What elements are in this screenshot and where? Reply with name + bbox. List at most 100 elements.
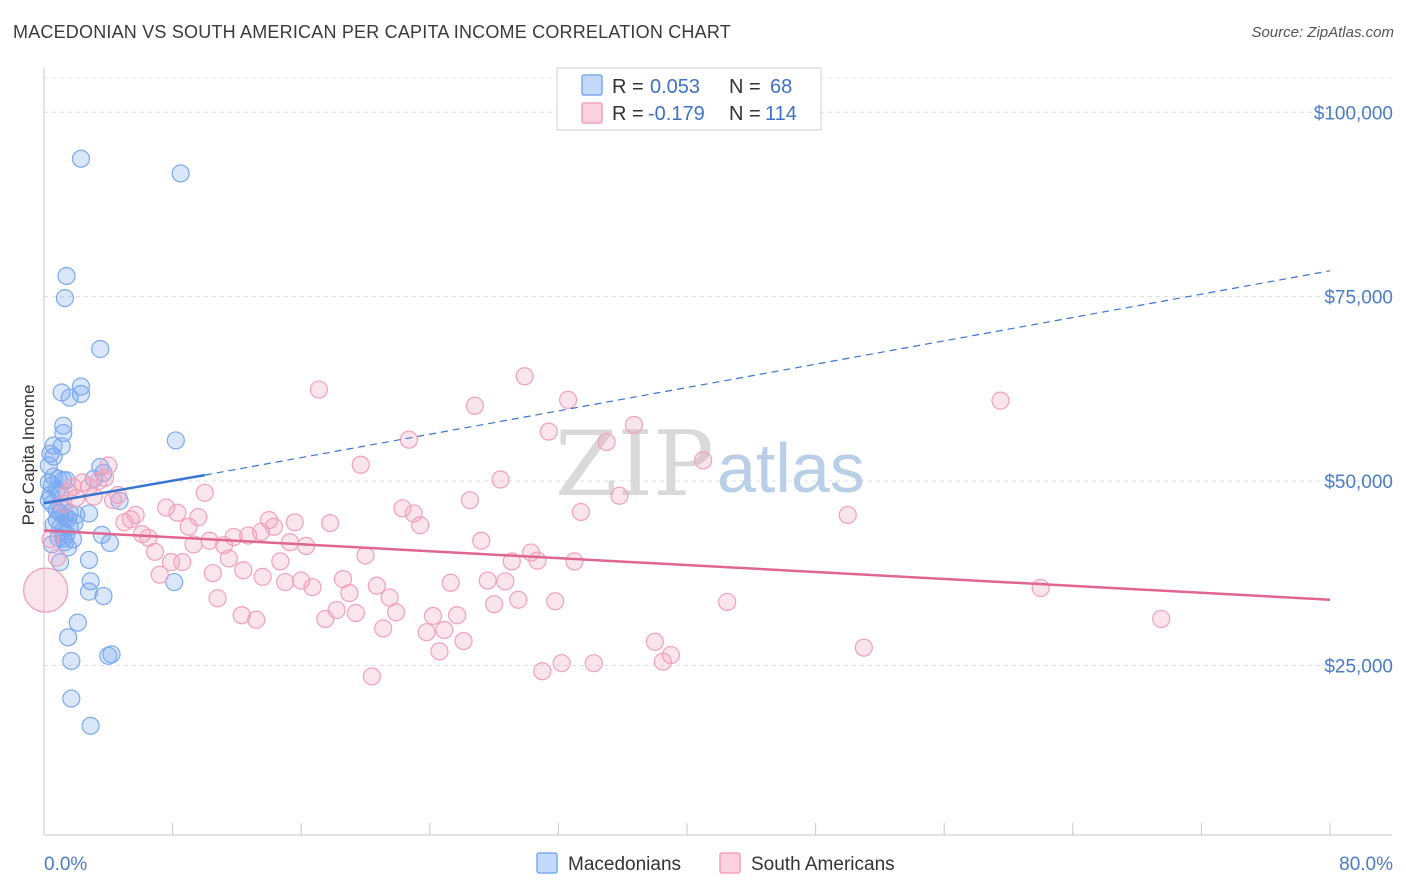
south-american-point-21 xyxy=(150,565,169,584)
legend-r-label-1: R = xyxy=(612,76,644,98)
south-american-point-70 xyxy=(423,606,443,626)
macedonian-point-8 xyxy=(60,388,79,407)
south-american-point-36 xyxy=(232,606,251,625)
watermark-atlas: atlas xyxy=(717,429,865,507)
south-american-point-24 xyxy=(168,503,187,522)
legend-r-value-2: -0.179 xyxy=(648,103,705,125)
south-american-point-44 xyxy=(271,552,290,571)
south-american-point-93 xyxy=(565,552,584,571)
south-american-point-65 xyxy=(393,499,412,518)
south-american-point-75 xyxy=(454,631,473,651)
south-american-point-41 xyxy=(253,567,272,586)
macedonian-point-54 xyxy=(59,538,78,557)
legend-n-label-2: N = xyxy=(729,103,761,125)
x-tick-label-1: 80.0% xyxy=(1339,854,1393,875)
south-american-point-57 xyxy=(346,603,365,623)
south-american-point-62 xyxy=(374,619,393,638)
south-american-point-88 xyxy=(533,662,552,681)
macedonian-trend-dashed xyxy=(204,270,1331,476)
legend-n-value-1: 68 xyxy=(770,76,792,98)
south-american-point-31 xyxy=(203,564,222,583)
south-american-point-28 xyxy=(189,508,208,527)
south-american-point-58 xyxy=(351,455,370,474)
south-american-point-26 xyxy=(179,517,198,536)
south-american-point-61 xyxy=(367,576,386,595)
south-american-point-48 xyxy=(292,571,311,590)
south-american-point-95 xyxy=(584,654,603,673)
legend-r-value-1: 0.053 xyxy=(650,76,700,98)
y-axis-label: Per Capita Income xyxy=(19,385,38,526)
south-american-point-107 xyxy=(1031,578,1050,598)
south-american-point-92 xyxy=(558,390,578,409)
macedonian-point-65 xyxy=(62,651,81,671)
watermark: ZIP atlas xyxy=(555,412,865,517)
south-american-point-12 xyxy=(99,456,118,475)
south-american-point-29 xyxy=(195,483,214,502)
macedonian-point-58 xyxy=(165,572,184,592)
south-american-point-72 xyxy=(435,620,454,640)
macedonian-point-60 xyxy=(94,586,113,606)
south-american-point-74 xyxy=(448,606,467,625)
south-american-point-0 xyxy=(23,567,69,613)
macedonian-point-66 xyxy=(62,689,81,708)
legend-n-label-1: N = xyxy=(729,76,761,98)
south-american-point-5 xyxy=(63,477,83,496)
macedonian-point-61 xyxy=(68,613,87,632)
macedonian-point-11 xyxy=(54,423,73,443)
macedonian-point-7 xyxy=(71,384,91,404)
south-american-point-60 xyxy=(362,667,382,686)
south-american-point-102 xyxy=(693,451,713,470)
bottom-legend-label-south-americans: South Americans xyxy=(751,854,895,875)
macedonian-point-55 xyxy=(79,550,99,570)
south-american-point-20 xyxy=(145,542,165,561)
legend-n-value-2: 114 xyxy=(765,103,797,125)
legend-top: R = 0.053 N = 68 R = -0.179 N = 114 xyxy=(556,67,822,131)
south-american-point-67 xyxy=(404,504,423,523)
data-points xyxy=(23,149,1171,735)
y-tick-label-0: $25,000 xyxy=(1324,656,1393,677)
legend-bottom: Macedonians South Americans xyxy=(536,852,895,875)
legend-swatch-south-americans xyxy=(581,102,603,124)
macedonian-point-9 xyxy=(54,416,73,435)
south-american-point-91 xyxy=(552,654,571,673)
macedonian-point-37 xyxy=(79,504,99,523)
south-american-point-99 xyxy=(645,632,664,651)
macedonian-point-67 xyxy=(81,716,100,735)
south-american-point-1 xyxy=(41,530,60,549)
macedonian-point-64 xyxy=(99,646,118,665)
legend-r-label-2: R = xyxy=(612,103,644,125)
south-american-point-80 xyxy=(485,595,504,614)
macedonian-point-2 xyxy=(57,266,76,286)
macedonian-point-3 xyxy=(55,289,74,308)
south-american-point-76 xyxy=(460,491,480,510)
south-american-point-103 xyxy=(718,592,737,612)
south-american-point-106 xyxy=(991,391,1010,410)
south-american-trend xyxy=(43,529,1331,601)
x-tick-label-0: 0.0% xyxy=(44,854,87,875)
south-american-point-22 xyxy=(157,498,176,517)
south-american-point-101 xyxy=(661,645,681,665)
south-american-point-104 xyxy=(838,505,857,525)
south-american-point-82 xyxy=(496,572,515,591)
south-american-point-50 xyxy=(303,578,322,597)
macedonian-point-4 xyxy=(91,339,110,359)
south-american-point-98 xyxy=(624,415,644,435)
macedonian-point-0 xyxy=(71,149,91,168)
south-american-point-97 xyxy=(610,486,629,505)
south-american-point-59 xyxy=(356,546,375,565)
south-american-point-66 xyxy=(399,430,419,449)
south-american-point-78 xyxy=(472,531,491,550)
south-american-point-32 xyxy=(208,589,227,608)
south-american-point-68 xyxy=(411,516,430,535)
macedonian-point-15 xyxy=(44,447,63,466)
south-american-point-47 xyxy=(285,513,304,532)
south-american-point-34 xyxy=(219,549,238,568)
south-american-point-94 xyxy=(571,502,591,522)
macedonian-point-6 xyxy=(71,377,91,396)
south-american-point-45 xyxy=(276,572,295,592)
macedonian-point-59 xyxy=(79,582,99,601)
south-american-point-43 xyxy=(264,517,283,536)
chart-title: MACEDONIAN VS SOUTH AMERICAN PER CAPITA … xyxy=(13,22,731,42)
x-tick-labels: 0.0% 80.0% xyxy=(44,854,1393,875)
